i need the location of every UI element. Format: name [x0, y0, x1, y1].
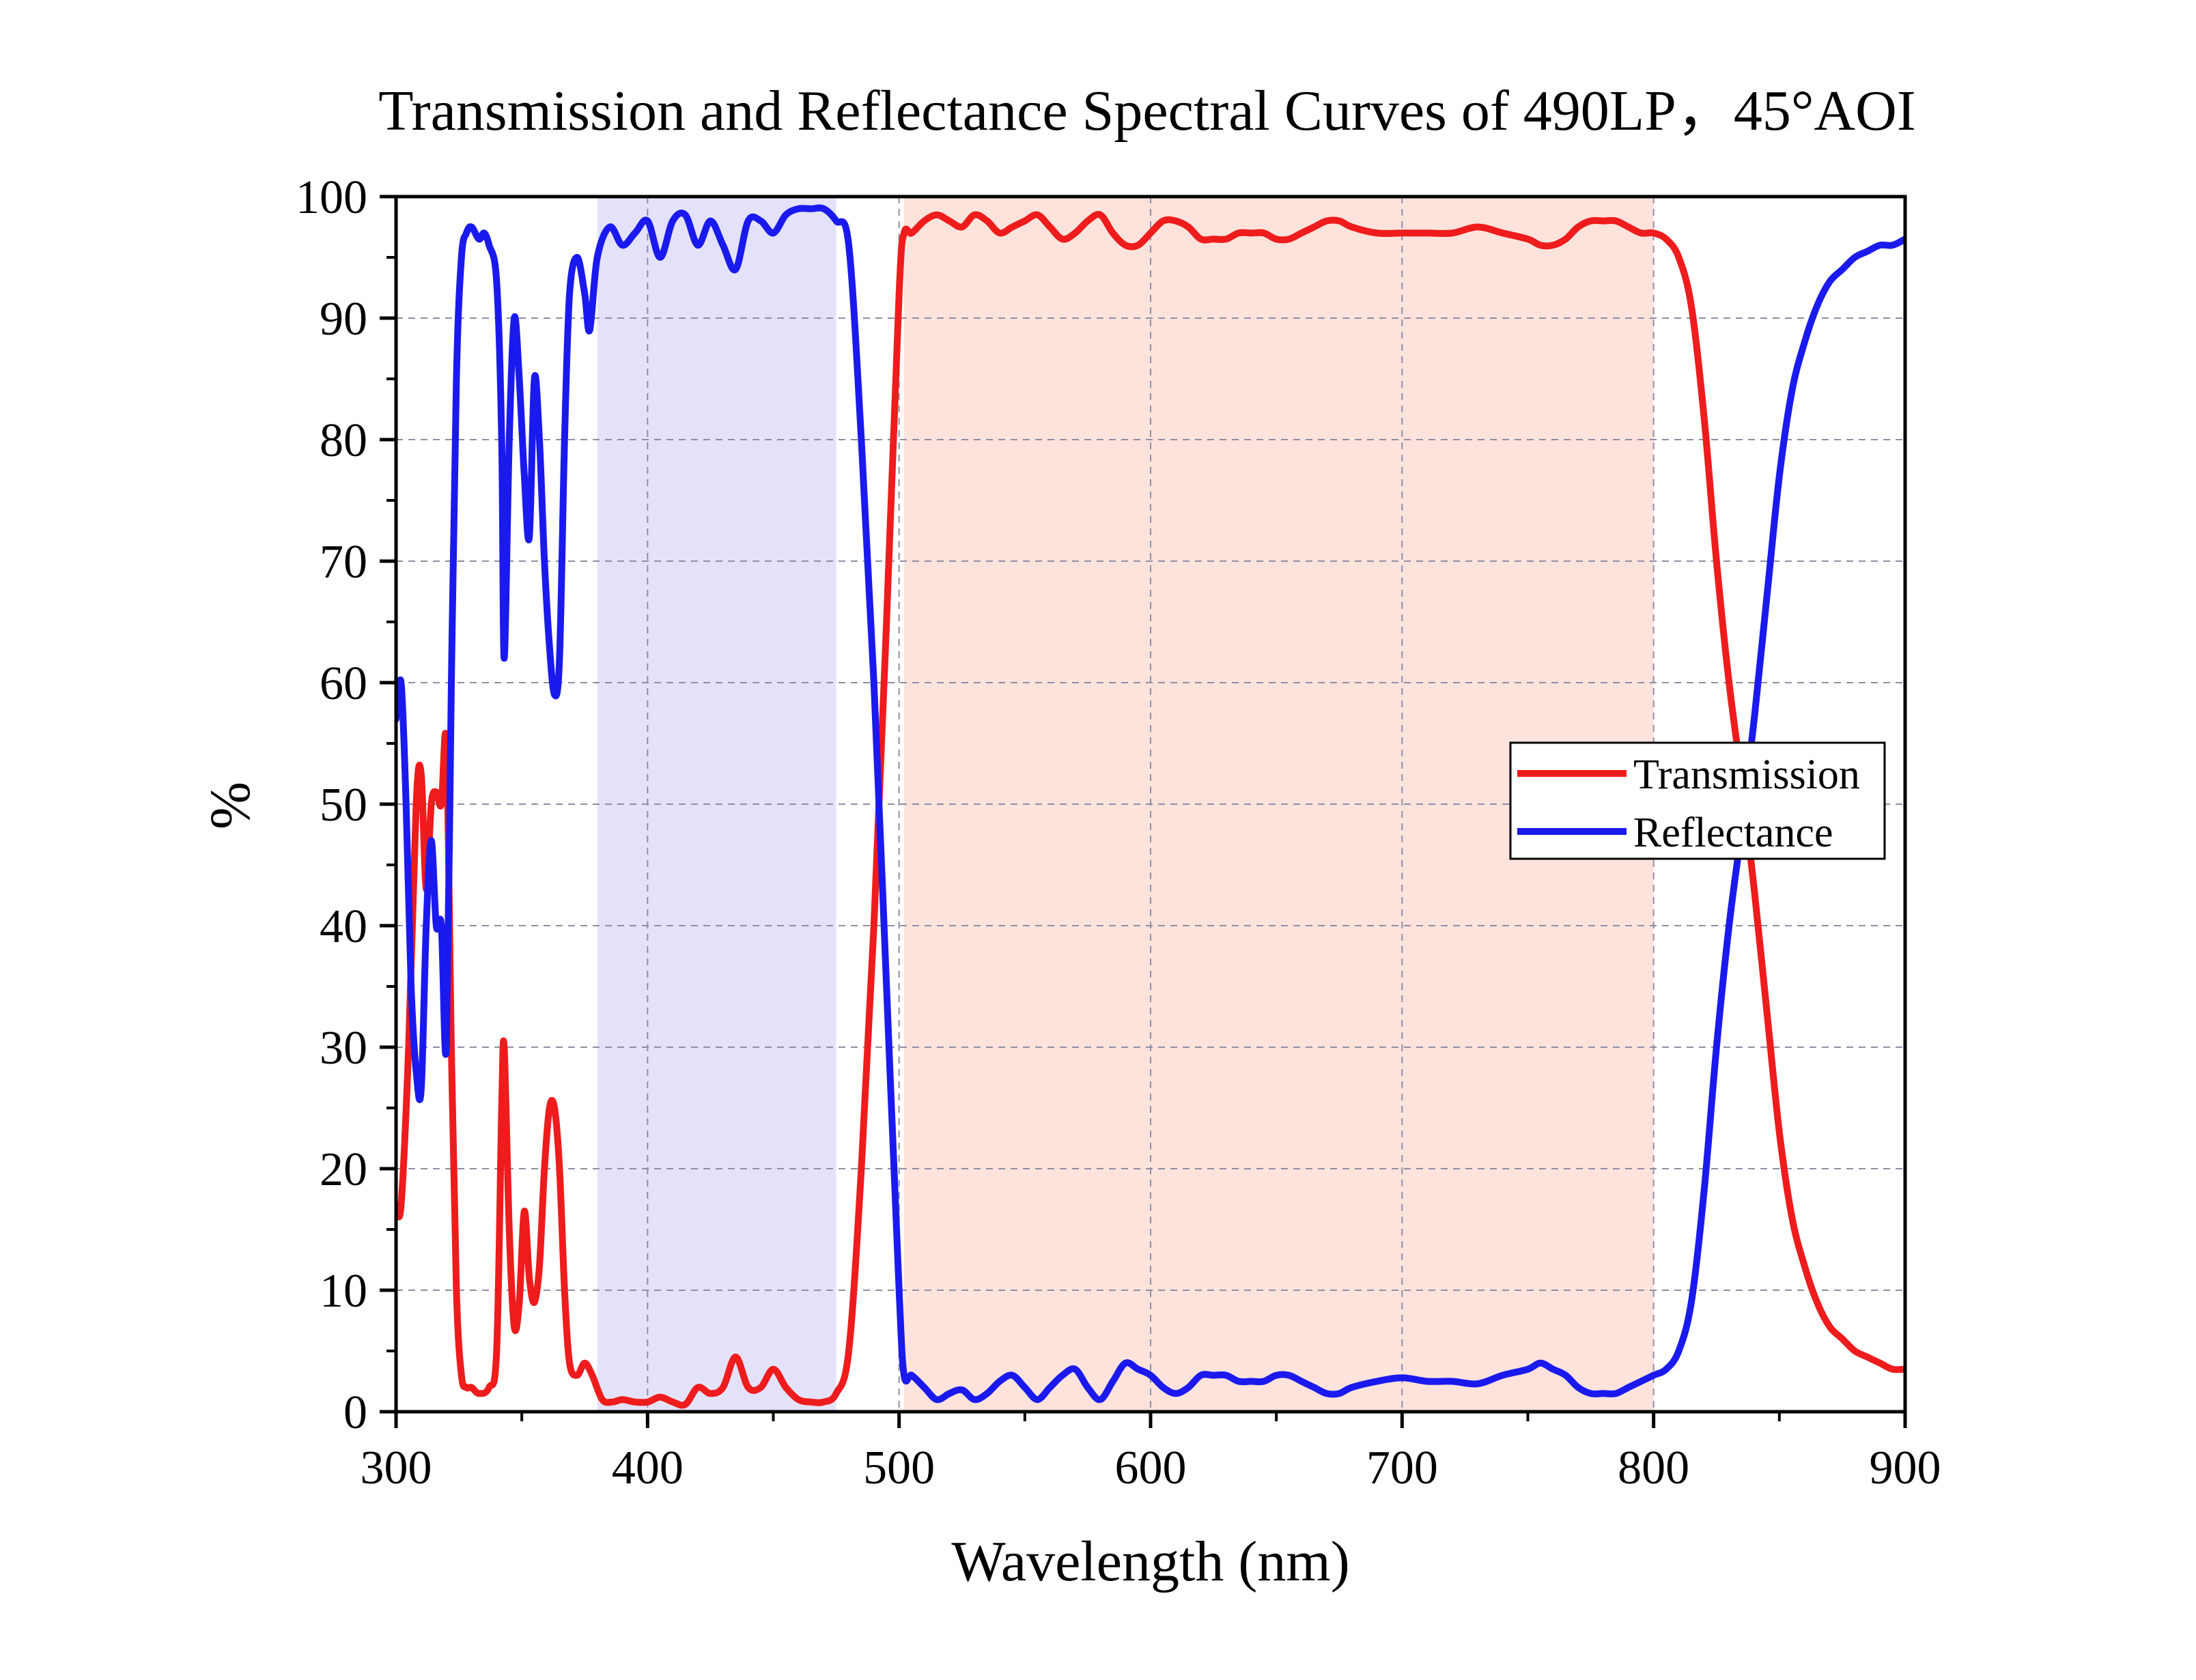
legend-label-transmission: Transmission: [1633, 752, 1860, 798]
y-tick-label: 90: [320, 293, 367, 345]
series-lines: [396, 204, 1905, 1409]
x-tick-label: 400: [612, 1442, 684, 1494]
legend-box: [1509, 741, 1886, 860]
y-tick-label: 0: [343, 1386, 367, 1439]
y-tick-label: 40: [320, 900, 367, 953]
x-tick-label: 300: [361, 1442, 432, 1494]
y-tick-label: 30: [320, 1022, 367, 1074]
series-line-reflectance: [396, 204, 1905, 1404]
y-tick-label: 100: [296, 171, 367, 224]
x-tick-label: 800: [1618, 1442, 1689, 1494]
y-tick-label: 10: [320, 1265, 367, 1318]
y-tick-label: 50: [320, 779, 367, 831]
y-tick-label: 20: [320, 1143, 367, 1196]
chart-title: Transmission and Reflectance Spectral Cu…: [378, 79, 1915, 143]
x-tick-label: 600: [1115, 1442, 1187, 1494]
y-tick-label: 80: [320, 414, 367, 467]
axis-ticks: 300 400 500 600 700 800 900 0 10 20 30 40 50 60 70 80 90…: [296, 171, 1941, 1494]
legend-label-reflectance: Reflectance: [1633, 810, 1833, 856]
y-tick-label: 60: [320, 657, 367, 710]
x-tick-label: 900: [1870, 1442, 1941, 1494]
series-line-transmission: [396, 211, 1905, 1409]
legend: Transmission Reflectance: [1509, 741, 1886, 860]
y-tick-label: 70: [320, 536, 367, 588]
x-axis-label: Wavelength (nm): [951, 1530, 1349, 1593]
y-axis-label: %: [199, 782, 262, 829]
x-tick-label: 500: [863, 1442, 935, 1494]
x-tick-label: 700: [1366, 1442, 1438, 1494]
